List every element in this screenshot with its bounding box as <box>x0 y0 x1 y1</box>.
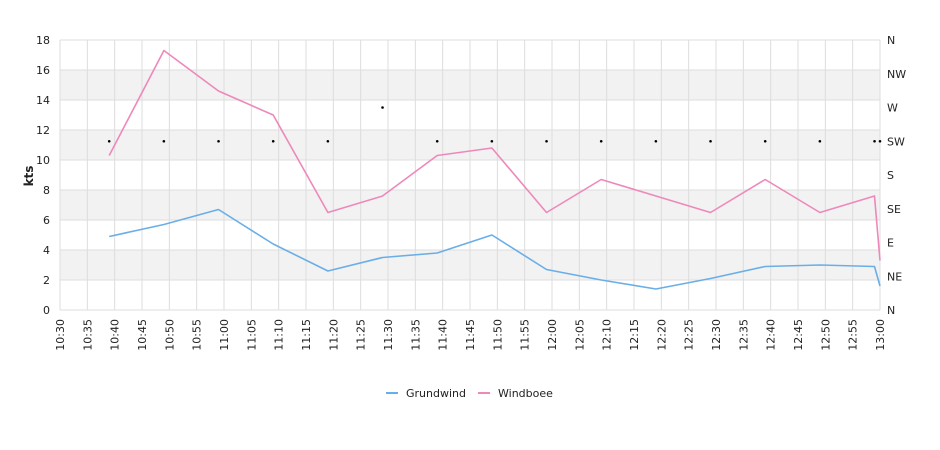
direction-tick-label: SE <box>887 203 901 216</box>
direction-tick-label: N <box>887 304 895 317</box>
y-tick-label: 14 <box>36 94 50 107</box>
x-tick-label: 10:45 <box>136 319 149 351</box>
x-tick-label: 11:35 <box>409 319 422 351</box>
direction-point <box>381 106 384 109</box>
x-tick-label: 13:00 <box>874 319 887 351</box>
y-tick-label: 2 <box>43 274 50 287</box>
x-tick-label: 12:25 <box>683 319 696 351</box>
x-tick-label: 12:35 <box>737 319 750 351</box>
y-axis-label: kts <box>22 166 36 187</box>
direction-point <box>654 139 658 143</box>
x-axis: 10:30 10:35 10:40 10:45 10:50 10:55 11:00 11:05… <box>54 319 887 351</box>
direction-point <box>818 139 822 143</box>
direction-tick-label: S <box>887 169 894 182</box>
direction-point <box>873 139 876 143</box>
x-tick-label: 12:40 <box>765 319 778 351</box>
x-tick-label: 12:30 <box>710 319 723 351</box>
series-lines <box>108 49 881 290</box>
direction-point <box>545 139 548 143</box>
x-tick-label: 11:30 <box>382 319 395 351</box>
x-tick-label: 12:15 <box>628 319 641 351</box>
y-tick-label: 18 <box>36 34 50 47</box>
y-tick-label: 12 <box>36 124 50 137</box>
x-tick-label: 12:55 <box>847 319 860 351</box>
x-tick-label: 11:40 <box>437 319 450 351</box>
x-tick-label: 12:20 <box>655 319 668 351</box>
direction-point <box>878 139 882 143</box>
direction-tick-label: SW <box>887 135 905 148</box>
x-tick-label: 12:45 <box>792 319 805 351</box>
y-axis-left: 0 2 4 6 8 10 12 14 16 18 <box>36 34 50 317</box>
series-line-grundwind <box>109 208 881 290</box>
direction-tick-label: W <box>887 102 898 115</box>
x-tick-label: 12:50 <box>819 319 832 351</box>
x-tick-label: 10:50 <box>163 319 176 351</box>
x-tick-label: 11:10 <box>273 319 286 351</box>
y-tick-label: 10 <box>36 154 50 167</box>
direction-tick-label: NW <box>887 68 906 81</box>
x-tick-label: 12:10 <box>601 319 614 351</box>
x-tick-label: 11:45 <box>464 319 477 351</box>
x-tick-label: 11:15 <box>300 319 313 351</box>
x-tick-label: 11:55 <box>519 319 532 351</box>
series-line-windboee <box>108 49 881 261</box>
direction-point <box>217 139 220 143</box>
y-tick-label: 16 <box>36 64 50 77</box>
direction-point <box>763 139 767 143</box>
legend-label: Windboee <box>498 387 553 400</box>
direction-point <box>162 139 166 143</box>
legend-label: Grundwind <box>406 387 466 400</box>
x-tick-label: 12:05 <box>573 319 586 351</box>
x-tick-label: 10:40 <box>109 319 122 351</box>
x-tick-label: 10:35 <box>81 319 94 351</box>
x-tick-label: 10:30 <box>54 319 67 351</box>
y-tick-label: 4 <box>43 244 50 257</box>
direction-points <box>107 106 882 143</box>
direction-point <box>490 139 494 143</box>
y-tick-label: 6 <box>43 214 50 227</box>
x-tick-label: 10:55 <box>191 319 204 351</box>
x-tick-label: 11:20 <box>327 319 340 351</box>
x-tick-label: 12:00 <box>546 319 559 351</box>
direction-point <box>271 139 275 143</box>
direction-point <box>599 139 603 143</box>
y-axis-right-direction: N NE E SE S SW W NW N <box>887 34 906 317</box>
direction-point <box>107 139 111 143</box>
y-tick-label: 0 <box>43 304 50 317</box>
x-tick-label: 11:25 <box>355 319 368 351</box>
y-tick-label: 8 <box>43 184 50 197</box>
x-tick-label: 11:50 <box>491 319 504 351</box>
direction-tick-label: N <box>887 34 895 47</box>
direction-tick-label: E <box>887 237 894 250</box>
direction-tick-label: NE <box>887 270 902 283</box>
direction-point <box>709 139 712 143</box>
grid-lines <box>59 39 881 311</box>
direction-point <box>435 139 439 143</box>
x-tick-label: 11:00 <box>218 319 231 351</box>
x-tick-label: 11:05 <box>245 319 258 351</box>
legend: Grundwind Windboee <box>386 387 553 400</box>
direction-point <box>326 139 330 143</box>
